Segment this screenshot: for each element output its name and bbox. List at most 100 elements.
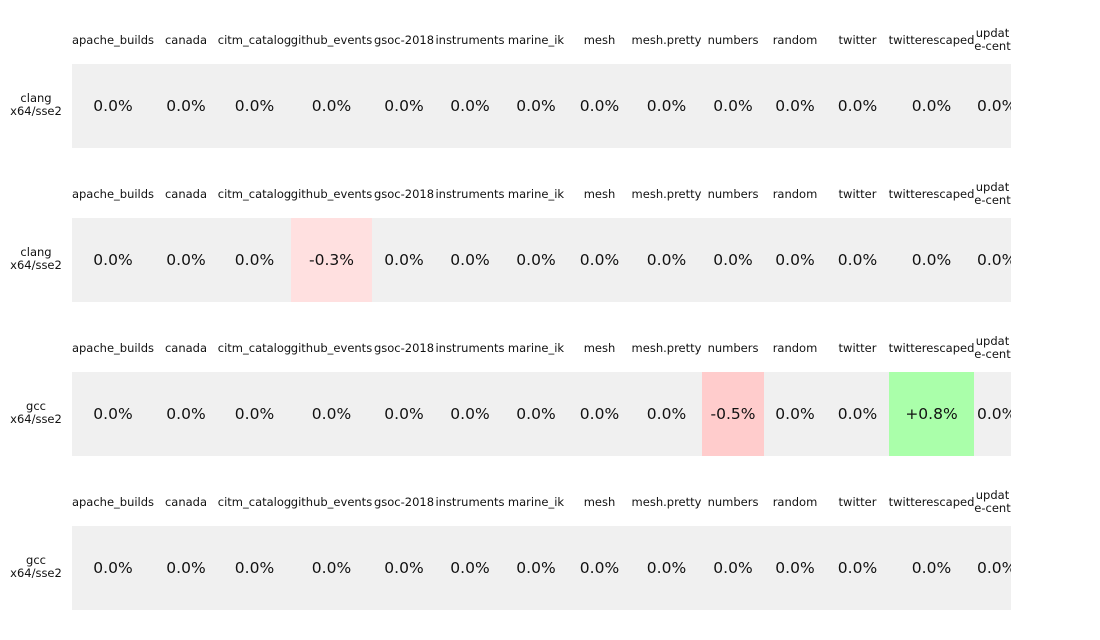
heatmap-cell: 0.0% [504, 64, 568, 148]
column-header: marine_ik [507, 341, 565, 355]
column-header: canada [164, 495, 208, 509]
column-header: github_events [290, 33, 373, 47]
heatmap-cell: 0.0% [702, 64, 764, 148]
column-header: twitterescaped [888, 187, 975, 201]
heatmap-cell: -0.3% [291, 218, 372, 302]
column-header: canada [164, 33, 208, 47]
column-header: mesh [583, 33, 616, 47]
heatmap-cell: 0.0% [631, 64, 702, 148]
column-header: twitter [838, 187, 877, 201]
row-label: clang x64/sse2 [0, 246, 72, 272]
heatmap-cell: 0.0% [372, 372, 436, 456]
column-header: numbers [707, 341, 759, 355]
column-header: twitter [838, 341, 877, 355]
column-header: random [772, 187, 818, 201]
column-header: apache_builds [71, 187, 155, 201]
column-header: random [772, 341, 818, 355]
heatmap-cell: 0.0% [702, 526, 764, 610]
column-header: update-center [974, 181, 1011, 209]
heatmap-cell: 0.0% [889, 218, 974, 302]
heatmap-cell: 0.0% [72, 218, 154, 302]
heatmap-cell: 0.0% [826, 218, 889, 302]
column-header: random [772, 495, 818, 509]
heatmap-cell: 0.0% [974, 218, 1011, 302]
column-header: marine_ik [507, 495, 565, 509]
column-header: github_events [290, 341, 373, 355]
heatmap-cell: 0.0% [504, 372, 568, 456]
heatmap-cell: 0.0% [568, 526, 631, 610]
heatmap-cell: 0.0% [291, 526, 372, 610]
heatmap-row: 0.0% 0.0% 0.0% 0.0% 0.0% 0.0% 0.0% 0.0% 0.0% 0.0%… [72, 64, 1011, 148]
column-header: update-center [974, 489, 1011, 517]
heatmap-row: 0.0% 0.0% 0.0% 0.0% 0.0% 0.0% 0.0% 0.0% 0.0% 0.0%… [72, 526, 1011, 610]
column-header: github_events [290, 187, 373, 201]
column-header: gsoc-2018 [373, 187, 435, 201]
column-header: gsoc-2018 [373, 341, 435, 355]
heatmap-cell: 0.0% [631, 372, 702, 456]
heatmap-cell: 0.0% [72, 526, 154, 610]
row-label-line: gcc [26, 553, 46, 567]
heatmap-cell: 0.0% [436, 64, 504, 148]
column-header: instruments [435, 495, 505, 509]
row-label: gcc x64/sse2 [0, 554, 72, 580]
column-header: mesh.pretty [631, 495, 702, 509]
column-header: instruments [435, 33, 505, 47]
heatmap-cell: 0.0% [764, 526, 826, 610]
heatmap-cell: 0.0% [764, 218, 826, 302]
row-label-line: gcc [26, 399, 46, 413]
heatmap-cell: 0.0% [568, 218, 631, 302]
heatmap-cell: 0.0% [154, 526, 218, 610]
heatmap-cell: +0.8% [889, 372, 974, 456]
heatmap-cell: 0.0% [974, 64, 1011, 148]
heatmap-cell: 0.0% [372, 526, 436, 610]
row-label: clang x64/sse2 [0, 92, 72, 118]
column-header: mesh [583, 341, 616, 355]
heatmap-cell: 0.0% [826, 372, 889, 456]
column-header: instruments [435, 187, 505, 201]
heatmap-cell: 0.0% [974, 372, 1011, 456]
column-header: twitter [838, 33, 877, 47]
heatmap-cell: 0.0% [291, 64, 372, 148]
heatmap-cell: 0.0% [154, 64, 218, 148]
heatmap-cell: 0.0% [568, 64, 631, 148]
row-label: gcc x64/sse2 [0, 400, 72, 426]
column-header: mesh.pretty [631, 341, 702, 355]
column-header: twitterescaped [888, 33, 975, 47]
heatmap-cell: 0.0% [764, 64, 826, 148]
heatmap-cell: 0.0% [291, 372, 372, 456]
column-header: canada [164, 187, 208, 201]
column-header: citm_catalog [217, 341, 292, 355]
column-header: apache_builds [71, 33, 155, 47]
row-label-line: x64/sse2 [10, 566, 62, 580]
column-header: twitter [838, 495, 877, 509]
heatmap-cell: 0.0% [504, 526, 568, 610]
heatmap-cell: 0.0% [218, 526, 291, 610]
heatmap-cell: 0.0% [436, 372, 504, 456]
heatmap-cell: 0.0% [218, 372, 291, 456]
row-label-line: x64/sse2 [10, 258, 62, 272]
heatmap-cell: 0.0% [764, 372, 826, 456]
heatmap-cell: 0.0% [889, 64, 974, 148]
column-header: mesh.pretty [631, 187, 702, 201]
row-label-line: clang [20, 91, 52, 105]
heatmap-cell: -0.5% [702, 372, 764, 456]
heatmap-cell: 0.0% [436, 218, 504, 302]
column-header: random [772, 33, 818, 47]
heatmap-cell: 0.0% [372, 64, 436, 148]
column-header: gsoc-2018 [373, 33, 435, 47]
column-header: mesh [583, 495, 616, 509]
column-header: instruments [435, 341, 505, 355]
heatmap-cell: 0.0% [72, 64, 154, 148]
row-label-line: x64/sse2 [10, 104, 62, 118]
heatmap-cell: 0.0% [826, 64, 889, 148]
column-header: numbers [707, 495, 759, 509]
column-header: gsoc-2018 [373, 495, 435, 509]
heatmap-cell: 0.0% [826, 526, 889, 610]
heatmap-cell: 0.0% [504, 218, 568, 302]
heatmap-cell: 0.0% [631, 526, 702, 610]
heatmap-cell: 0.0% [436, 526, 504, 610]
row-label-line: clang [20, 245, 52, 259]
column-header: numbers [707, 33, 759, 47]
column-header: update-center [974, 27, 1011, 55]
